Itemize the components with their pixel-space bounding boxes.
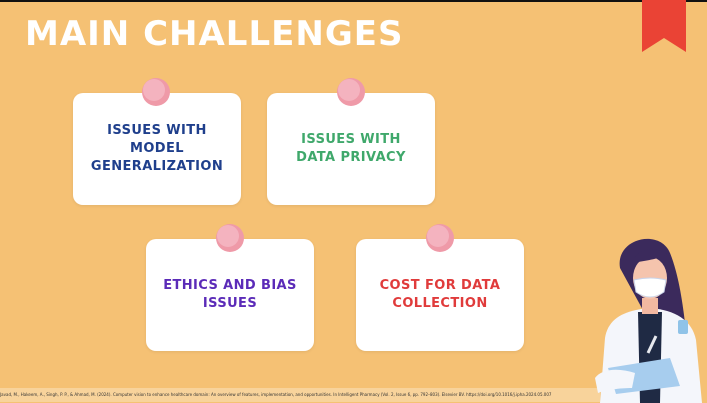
pin-icon: [215, 223, 245, 253]
pin-icon: [425, 223, 455, 253]
bookmark-icon: [642, 0, 686, 52]
pin-icon: [141, 77, 171, 107]
challenge-card-label: ISSUES WITH MODEL GENERALIZATION: [91, 122, 223, 176]
challenge-card-model-generalization: ISSUES WITH MODEL GENERALIZATION: [73, 93, 241, 205]
challenge-card-data-collection-cost: COST FOR DATA COLLECTION: [356, 239, 524, 351]
citation-text: Javad, M., Hakeem, A., Singh, P. P., & A…: [0, 388, 600, 402]
top-border: [0, 0, 707, 2]
challenge-card-label: ETHICS AND BIAS ISSUES: [163, 277, 297, 313]
challenge-card-label: ISSUES WITH DATA PRIVACY: [296, 131, 406, 167]
challenge-card-label: COST FOR DATA COLLECTION: [380, 277, 501, 313]
slide-title: MAIN CHALLENGES: [25, 14, 403, 54]
pin-icon: [336, 77, 366, 107]
challenge-card-data-privacy: ISSUES WITH DATA PRIVACY: [267, 93, 435, 205]
doctor-illustration: [590, 228, 707, 403]
challenge-card-ethics-bias: ETHICS AND BIAS ISSUES: [146, 239, 314, 351]
